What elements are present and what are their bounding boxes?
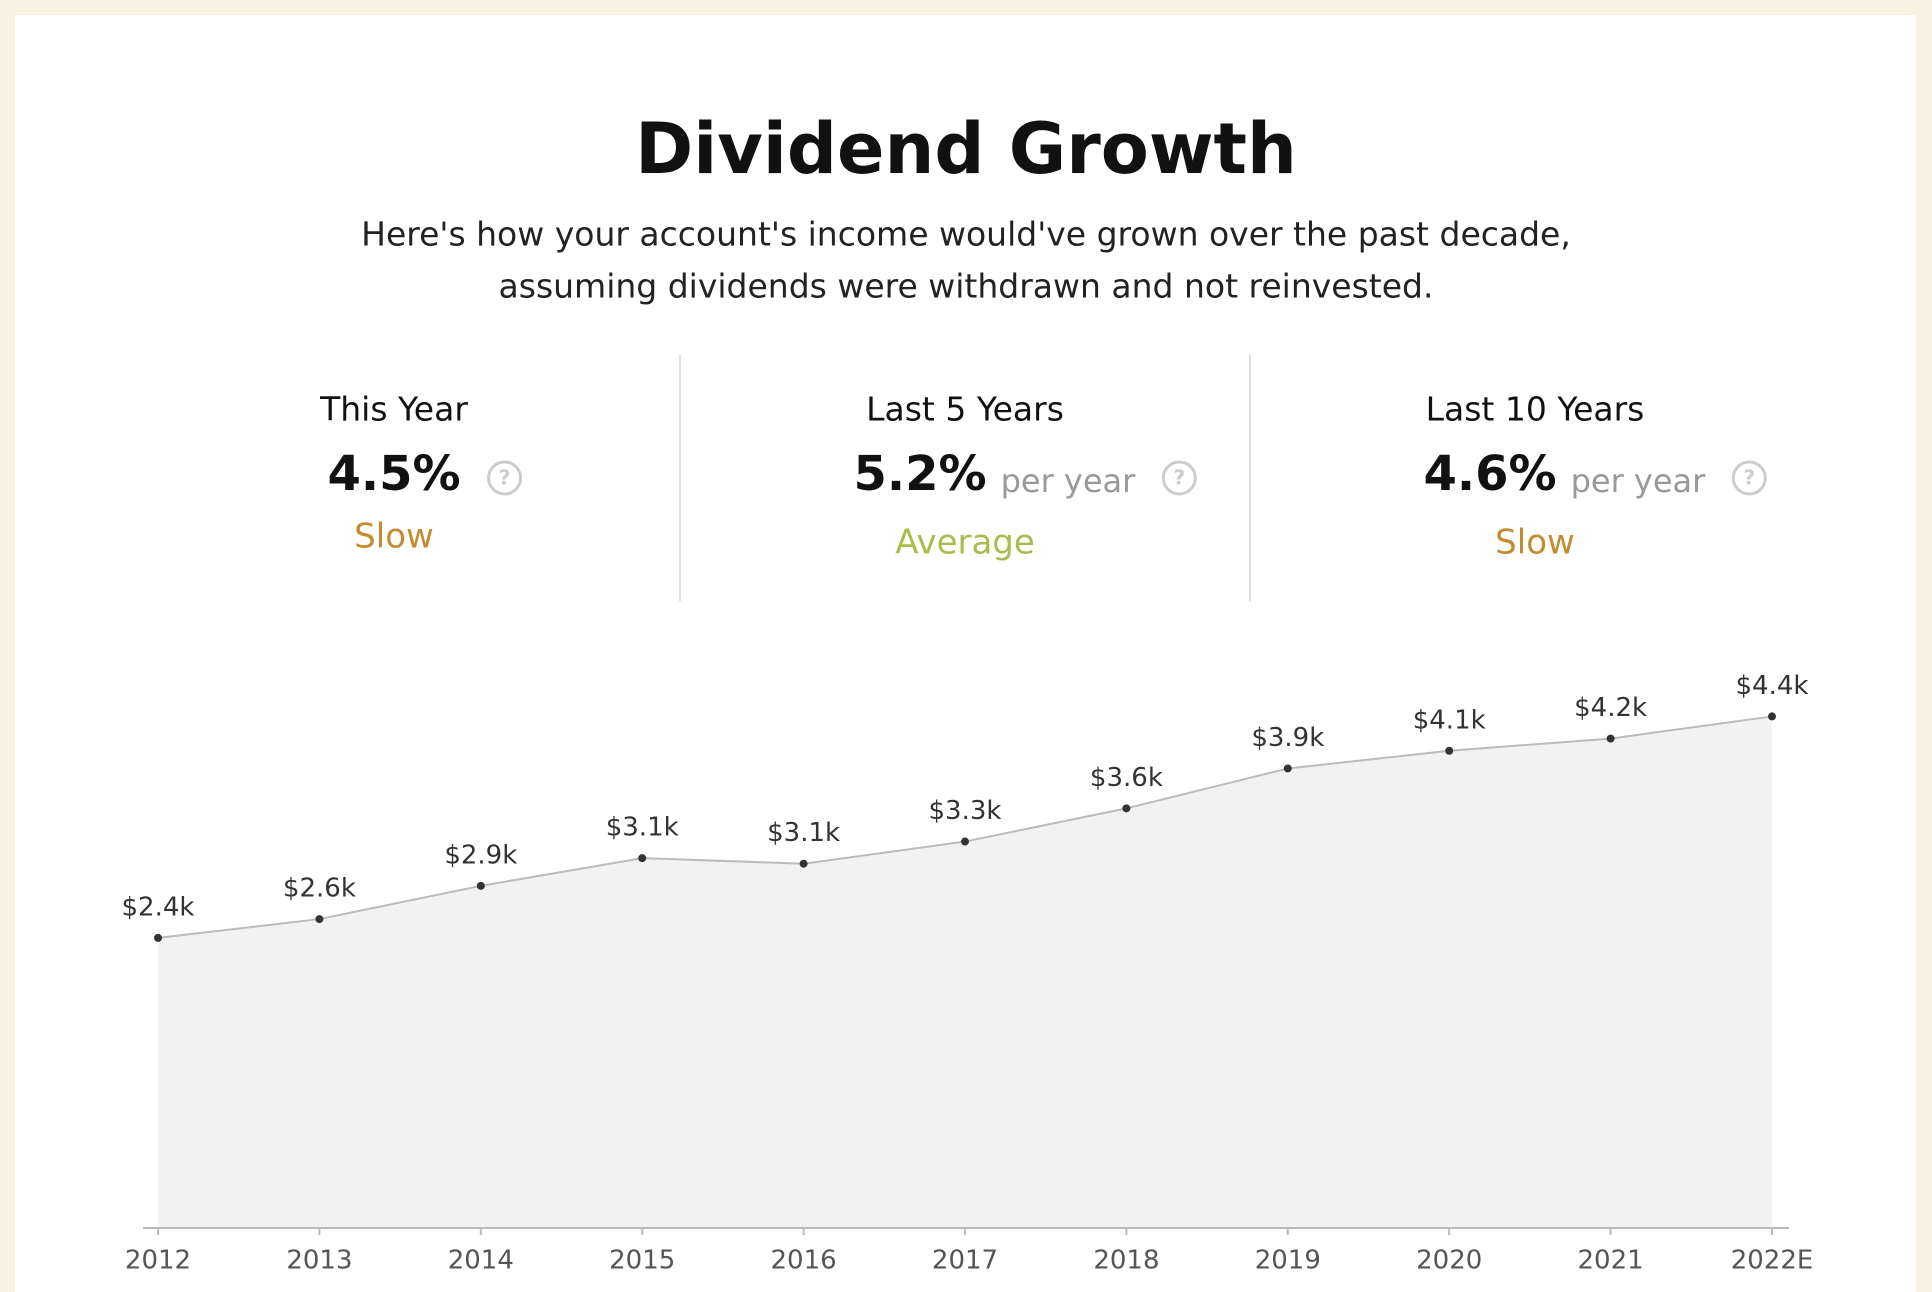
x-tick-label: 2021 bbox=[1578, 1246, 1644, 1276]
point bbox=[1445, 746, 1454, 755]
stat-rating: Slow bbox=[1495, 523, 1575, 563]
help-icon-glyph: ? bbox=[1173, 466, 1185, 490]
point bbox=[1283, 764, 1292, 773]
stat-value: 4.6% bbox=[1423, 446, 1556, 502]
x-tick-label: 2015 bbox=[609, 1246, 675, 1276]
value-label: $3.1k bbox=[606, 813, 679, 843]
value-label: $3.3k bbox=[929, 796, 1002, 826]
value-label: $3.9k bbox=[1251, 723, 1324, 753]
point bbox=[1122, 804, 1131, 813]
value-label: $3.1k bbox=[767, 818, 840, 848]
area bbox=[158, 716, 1772, 1228]
subtitle: Here's how your account's income would'v… bbox=[361, 215, 1571, 254]
stat-label: This Year bbox=[319, 390, 468, 429]
help-icon bbox=[487, 460, 523, 496]
x-tick-label: 2022E bbox=[1731, 1246, 1814, 1276]
stat-rating: Slow bbox=[354, 517, 434, 557]
point bbox=[799, 859, 808, 868]
value-label: $4.2k bbox=[1574, 693, 1647, 723]
stat-value: 5.2% bbox=[853, 446, 986, 502]
stat-unit: per year bbox=[1001, 462, 1137, 500]
x-tick-label: 2016 bbox=[771, 1246, 837, 1276]
value-label: $4.1k bbox=[1413, 705, 1486, 735]
help-icon-glyph: ? bbox=[499, 466, 511, 490]
point bbox=[154, 933, 162, 942]
x-tick-label: 2013 bbox=[286, 1246, 352, 1276]
x-tick-label: 2012 bbox=[125, 1246, 191, 1276]
stat-unit: per year bbox=[1571, 462, 1707, 500]
x-tick-label: 2019 bbox=[1255, 1246, 1321, 1276]
point bbox=[476, 881, 485, 890]
stat-value: 4.5% bbox=[327, 446, 460, 502]
value-label: $2.6k bbox=[283, 874, 356, 904]
point bbox=[1768, 712, 1776, 721]
x-tick-label: 2014 bbox=[448, 1246, 514, 1276]
point bbox=[315, 915, 324, 924]
value-label: $3.6k bbox=[1090, 763, 1163, 793]
x-tick-label: 2018 bbox=[1093, 1246, 1159, 1276]
point bbox=[961, 837, 969, 846]
stat-label: Last 10 Years bbox=[1426, 390, 1645, 429]
x-tick-label: 2020 bbox=[1416, 1246, 1482, 1276]
value-label: $2.9k bbox=[444, 840, 517, 870]
help-icon bbox=[1161, 460, 1197, 496]
value-label: $2.4k bbox=[122, 892, 195, 922]
title: Dividend Growth bbox=[635, 108, 1297, 190]
point bbox=[1606, 734, 1615, 743]
subtitle: assuming dividends were withdrawn and no… bbox=[499, 267, 1434, 306]
help-icon bbox=[1731, 460, 1767, 496]
help-icon-glyph: ? bbox=[1743, 466, 1755, 490]
stat-rating: Average bbox=[895, 523, 1035, 563]
point bbox=[638, 854, 647, 863]
value-label: $4.4k bbox=[1736, 671, 1809, 701]
stat-label: Last 5 Years bbox=[866, 390, 1064, 429]
x-tick-label: 2017 bbox=[932, 1246, 998, 1276]
